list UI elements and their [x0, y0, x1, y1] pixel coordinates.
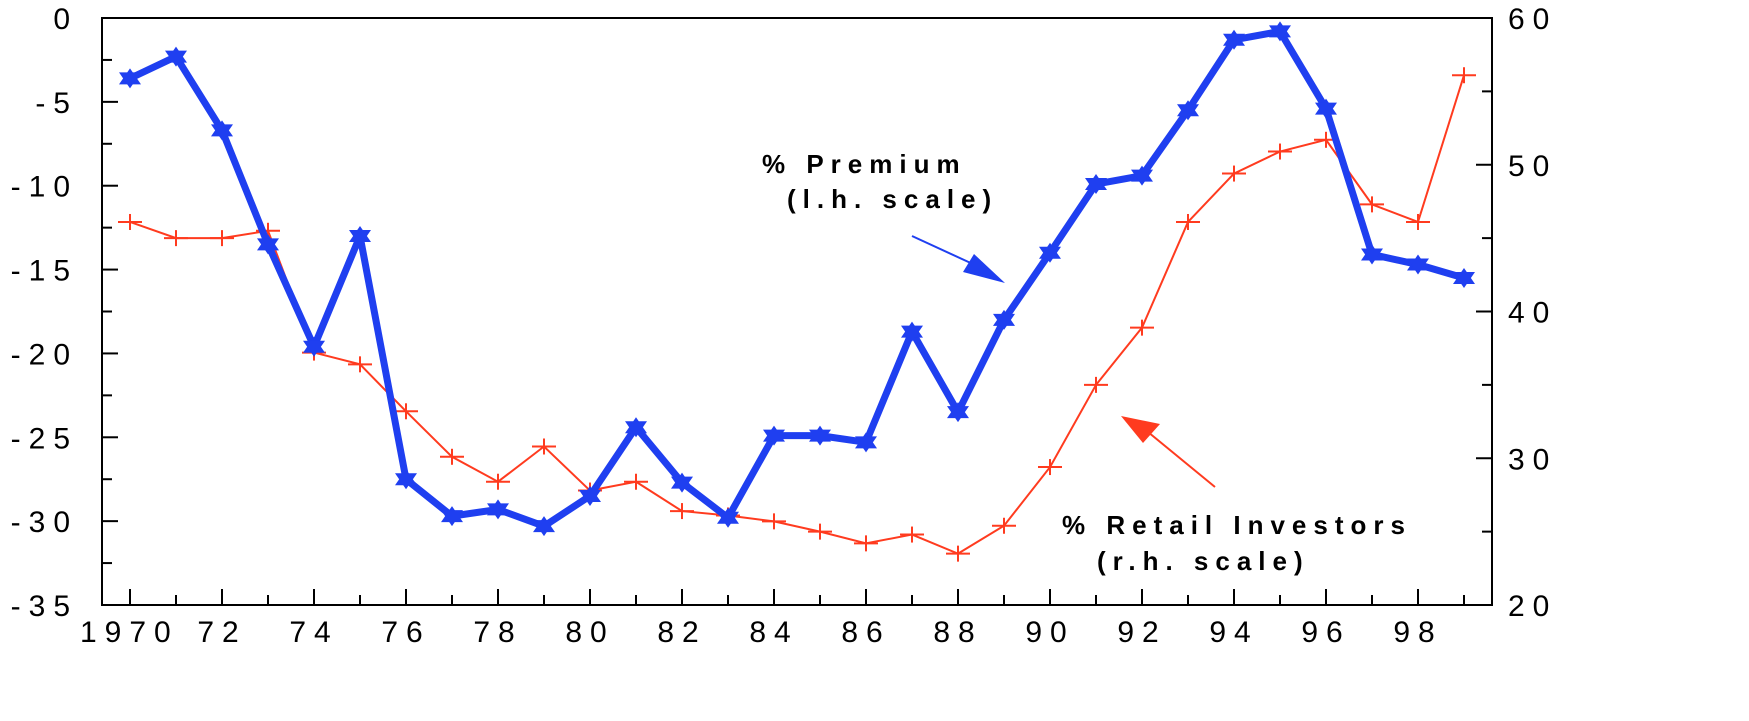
premium-point [763, 425, 785, 446]
x-axis-tick-label: 94 [1209, 616, 1258, 649]
retail-point [394, 403, 418, 420]
x-axis-tick-label: 72 [197, 616, 246, 649]
right-axis-tick-label: 20 [1508, 590, 1557, 623]
left-axis-tick-label: -30 [11, 506, 78, 539]
left-axis-tick-label: -20 [11, 338, 78, 371]
series-retail-line [129, 74, 1465, 555]
premium-point [809, 425, 831, 446]
retail-point [1222, 165, 1246, 182]
premium-point [441, 506, 463, 527]
retail-point [1038, 459, 1062, 476]
premium-point [257, 234, 279, 255]
x-axis-tick-label: 90 [1025, 616, 1074, 649]
right-axis-tick-label: 30 [1508, 443, 1557, 476]
premium-point [395, 469, 417, 490]
premium-point [625, 417, 647, 438]
premium-point [671, 472, 693, 493]
premium-point [487, 499, 509, 520]
x-axis: 1970 72 74 76 78 80 82 84 86 88 90 92 94 96 98 [80, 589, 1465, 649]
x-axis-tick-label: 82 [657, 616, 706, 649]
premium-point [901, 321, 923, 342]
annotation-retail-line2: (r.h. scale) [1097, 546, 1310, 576]
retail-point [900, 526, 924, 543]
arrow-premium-head [963, 254, 1005, 283]
arrow-premium-shaft [911, 235, 976, 266]
retail-point [854, 535, 878, 552]
retail-point [210, 230, 234, 247]
premium-point [349, 226, 371, 247]
series-retail-investors [118, 67, 1476, 562]
series-premium [119, 21, 1475, 537]
premium-point [533, 516, 555, 537]
retail-point [1268, 143, 1292, 160]
x-axis-tick-label: 96 [1301, 616, 1350, 649]
retail-point [1360, 196, 1384, 213]
x-axis-tick-label: 92 [1117, 616, 1166, 649]
retail-point [1130, 319, 1154, 336]
premium-point [1085, 174, 1107, 195]
retail-point [440, 448, 464, 465]
left-axis-tick-label: -5 [35, 87, 78, 120]
left-axis-tick-label: -25 [11, 422, 78, 455]
retail-point [348, 356, 372, 373]
retail-point [1406, 213, 1430, 230]
premium-point [1177, 100, 1199, 121]
premium-point [119, 68, 141, 89]
premium-point [1223, 29, 1245, 50]
x-axis-tick-label: 84 [749, 616, 798, 649]
left-axis-tick-label: 0 [53, 3, 78, 36]
premium-point [717, 507, 739, 528]
annotation-retail-line1: % Retail Investors [1062, 510, 1412, 540]
left-axis-tick-label: -10 [11, 171, 78, 204]
x-axis-tick-label: 88 [933, 616, 982, 649]
x-axis-tick-label: 74 [289, 616, 338, 649]
right-axis-tick-label: 50 [1508, 150, 1557, 183]
premium-point [579, 485, 601, 506]
x-axis-tick-label: 78 [473, 616, 522, 649]
premium-point [303, 336, 325, 357]
retail-point [118, 213, 142, 230]
premium-point [211, 120, 233, 141]
x-axis-tick-label: 76 [381, 616, 430, 649]
premium-point [1039, 242, 1061, 263]
retail-point [624, 473, 648, 490]
right-axis: 20 30 40 50 60 [1476, 3, 1557, 623]
premium-point [1269, 21, 1291, 42]
x-axis-tick-label: 80 [565, 616, 614, 649]
x-axis-tick-label: 86 [841, 616, 890, 649]
premium-point [855, 432, 877, 453]
premium-point [165, 46, 187, 67]
arrow-retail-shaft [1147, 431, 1216, 488]
premium-point [1361, 244, 1383, 265]
retail-point [992, 517, 1016, 534]
retail-point [164, 230, 188, 247]
retail-point [808, 523, 832, 540]
arrow-retail-head [1121, 416, 1160, 443]
left-axis-tick-label: -35 [11, 590, 78, 623]
series-premium-line [128, 27, 1465, 530]
annotation-premium-line1: % Premium [762, 149, 967, 179]
premium-point [1131, 165, 1153, 186]
retail-point [532, 438, 556, 455]
right-axis-tick-label: 60 [1508, 3, 1557, 36]
x-axis-tick-label: 1970 [80, 616, 179, 649]
left-axis-tick-label: -15 [11, 255, 78, 288]
retail-point [762, 513, 786, 530]
annotation-premium-line2: (l.h. scale) [787, 184, 998, 214]
retail-point [1084, 376, 1108, 393]
premium-point [1315, 98, 1337, 119]
retail-point [1452, 67, 1476, 84]
premium-point [1407, 254, 1429, 275]
left-axis: 0 -5 -10 -15 -20 -25 -30 -35 [11, 3, 118, 623]
premium-point [993, 309, 1015, 330]
premium-point [947, 402, 969, 423]
premium-point [1453, 267, 1475, 288]
x-axis-tick-label: 98 [1393, 616, 1442, 649]
retail-point [670, 503, 694, 520]
retail-point [946, 545, 970, 562]
retail-point [486, 473, 510, 490]
retail-point [1176, 213, 1200, 230]
right-axis-tick-label: 40 [1508, 297, 1557, 330]
